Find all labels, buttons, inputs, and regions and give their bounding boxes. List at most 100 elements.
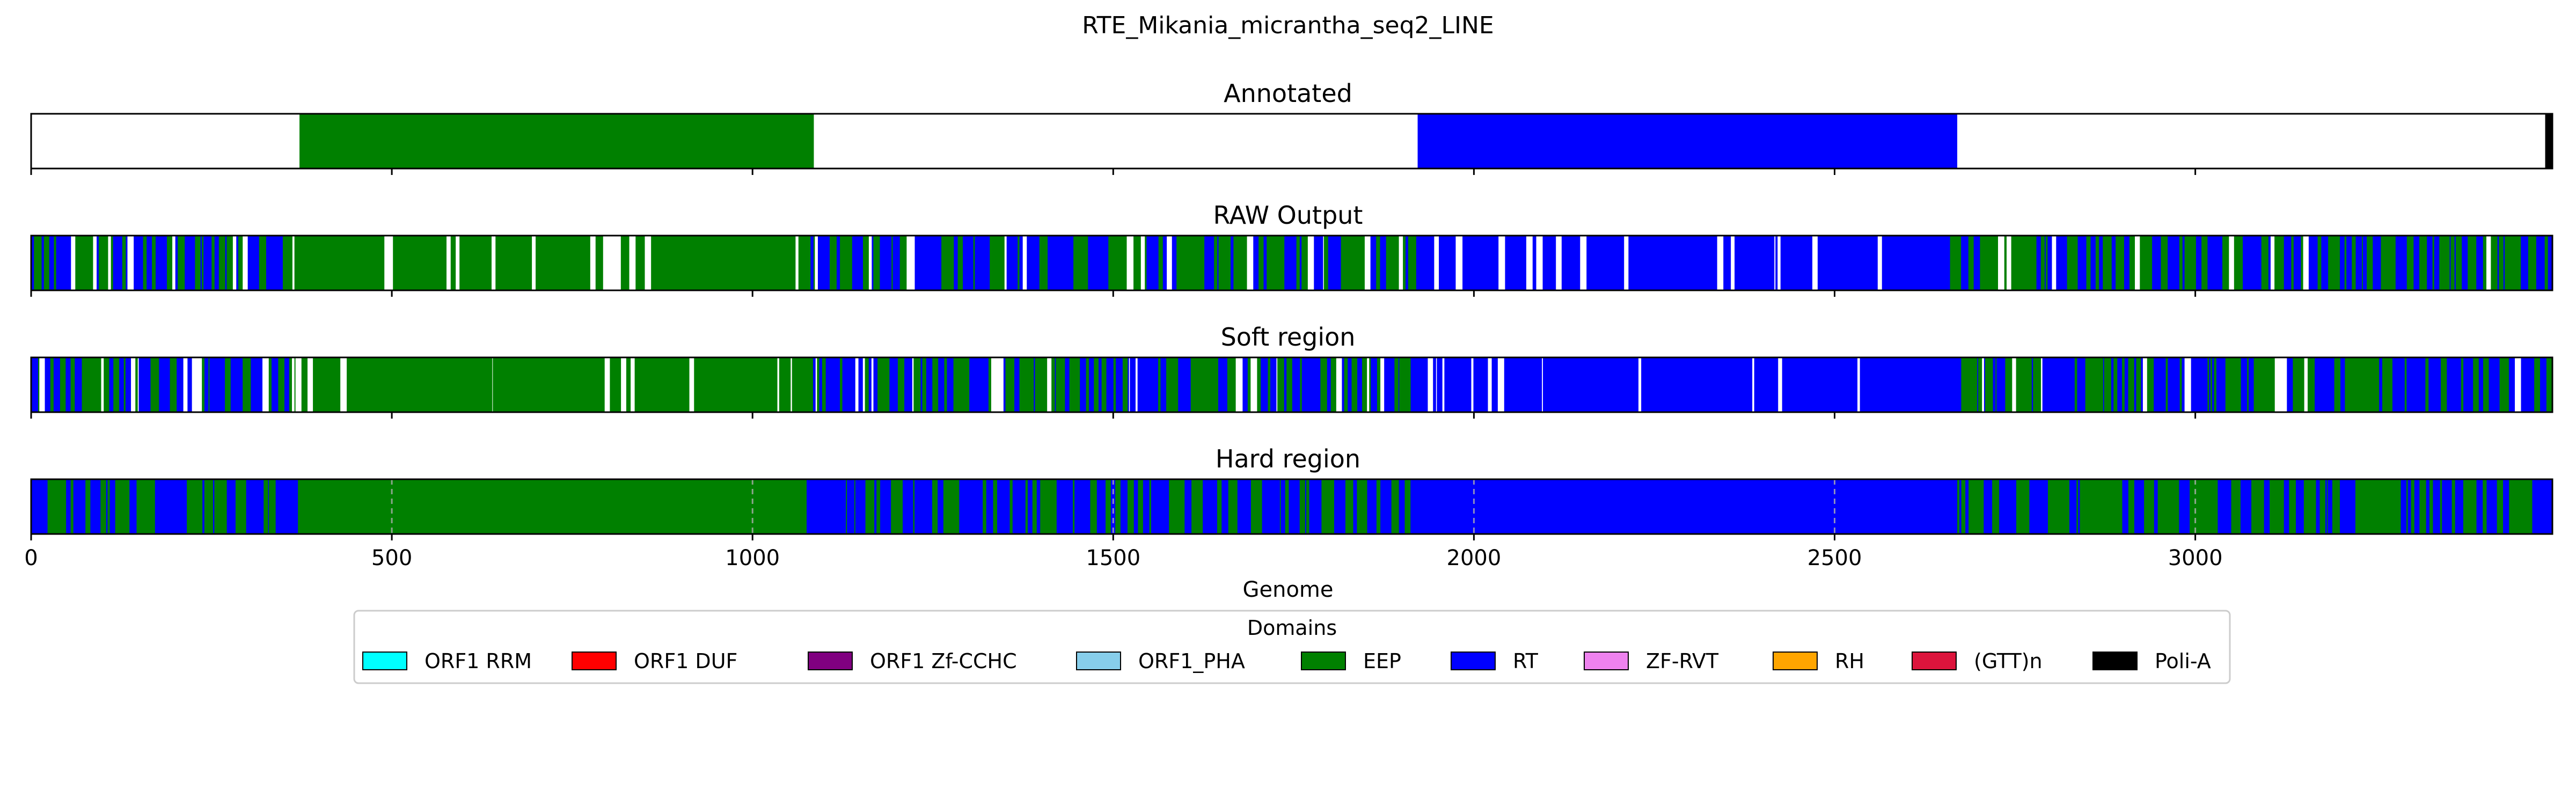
prediction-bar <box>530 479 535 534</box>
prediction-bar <box>885 236 892 290</box>
legend-entry: RH <box>1773 649 1864 673</box>
prediction-bar <box>2255 236 2257 290</box>
prediction-bar <box>2471 479 2476 534</box>
prediction-bar <box>2092 357 2095 412</box>
panel-title: Annotated <box>1224 79 1352 108</box>
prediction-bar <box>1137 357 1142 412</box>
prediction-bar <box>2520 236 2521 290</box>
prediction-bar <box>639 357 645 412</box>
prediction-bar <box>2104 357 2112 412</box>
prediction-bar <box>1360 236 1365 290</box>
prediction-bar <box>873 357 878 412</box>
prediction-bar <box>1692 236 1699 290</box>
prediction-bar <box>1190 357 1198 412</box>
prediction-bar <box>1776 479 1780 534</box>
prediction-bar <box>891 479 893 534</box>
prediction-bar <box>1328 479 1335 534</box>
prediction-bar <box>845 479 846 534</box>
prediction-bar <box>1126 479 1128 534</box>
prediction-bar <box>2294 357 2300 412</box>
prediction-bar <box>2387 236 2393 290</box>
prediction-bar <box>763 357 769 412</box>
prediction-bar <box>652 357 660 412</box>
prediction-bar <box>1870 236 1872 290</box>
prediction-bar <box>109 479 116 534</box>
prediction-bar <box>1547 236 1554 290</box>
prediction-bar <box>1629 479 1632 534</box>
prediction-bar <box>1646 236 1652 290</box>
prediction-bar <box>963 236 964 290</box>
prediction-bar <box>235 479 240 534</box>
prediction-bar <box>1494 236 1499 290</box>
prediction-bar <box>2307 357 2315 412</box>
prediction-bar <box>1094 357 1099 412</box>
prediction-bar <box>2517 236 2521 290</box>
prediction-bar <box>658 236 660 290</box>
prediction-bar <box>983 479 987 534</box>
prediction-bar <box>1169 479 1175 534</box>
prediction-bar <box>45 357 51 412</box>
prediction-bar <box>2035 479 2041 534</box>
prediction-bar <box>941 236 947 290</box>
prediction-bar <box>1261 357 1269 412</box>
legend-label: ORF1 Zf-CCHC <box>870 649 1017 673</box>
prediction-bar <box>2289 479 2296 534</box>
prediction-bar <box>1680 479 1682 534</box>
prediction-bar <box>871 479 875 534</box>
prediction-bar <box>784 357 791 412</box>
prediction-bar <box>1986 479 1993 534</box>
prediction-bar <box>485 236 492 290</box>
prediction-bar <box>2102 479 2104 534</box>
prediction-bar <box>1391 357 1395 412</box>
prediction-bar <box>1445 236 1453 290</box>
prediction-bar <box>750 236 752 290</box>
prediction-bar <box>1491 357 1497 412</box>
prediction-bar <box>2321 236 2329 290</box>
prediction-bar <box>1204 357 1210 412</box>
prediction-bar <box>126 479 130 534</box>
prediction-bar <box>880 236 885 290</box>
prediction-bar <box>2124 236 2130 290</box>
prediction-bar <box>478 236 482 290</box>
prediction-bar <box>59 479 67 534</box>
prediction-bar <box>434 236 440 290</box>
prediction-bar <box>2025 357 2032 412</box>
prediction-bar <box>686 236 691 290</box>
prediction-bar <box>1053 357 1056 412</box>
prediction-bar <box>946 357 948 412</box>
prediction-bar <box>1654 357 1656 412</box>
prediction-bar <box>1200 479 1203 534</box>
prediction-bar <box>1667 357 1674 412</box>
prediction-bar <box>1247 357 1251 412</box>
prediction-bar <box>32 236 34 290</box>
prediction-bar <box>1667 236 1672 290</box>
prediction-bar <box>643 479 646 534</box>
prediction-bar <box>2381 236 2385 290</box>
prediction-bar <box>1581 479 1589 534</box>
prediction-bar <box>958 357 966 412</box>
prediction-bar <box>978 479 981 534</box>
prediction-bar <box>1029 357 1034 412</box>
prediction-bar <box>865 357 869 412</box>
prediction-bar <box>2370 357 2374 412</box>
prediction-bar <box>331 357 333 412</box>
prediction-bar <box>1394 357 1399 412</box>
prediction-bar <box>590 357 591 412</box>
prediction-bar <box>232 479 235 534</box>
prediction-bar <box>65 357 71 412</box>
prediction-bar <box>498 357 504 412</box>
prediction-bar <box>2179 479 2185 534</box>
prediction-bar <box>1240 236 1247 290</box>
prediction-bar <box>741 357 746 412</box>
prediction-bar <box>662 479 668 534</box>
prediction-bar <box>2501 236 2504 290</box>
prediction-bar <box>1963 236 1969 290</box>
prediction-bar <box>854 479 856 534</box>
prediction-bar <box>668 357 674 412</box>
prediction-bar <box>2465 236 2468 290</box>
prediction-bar <box>495 236 500 290</box>
prediction-bar <box>314 236 320 290</box>
prediction-bar <box>1351 357 1358 412</box>
prediction-bar <box>2179 236 2183 290</box>
